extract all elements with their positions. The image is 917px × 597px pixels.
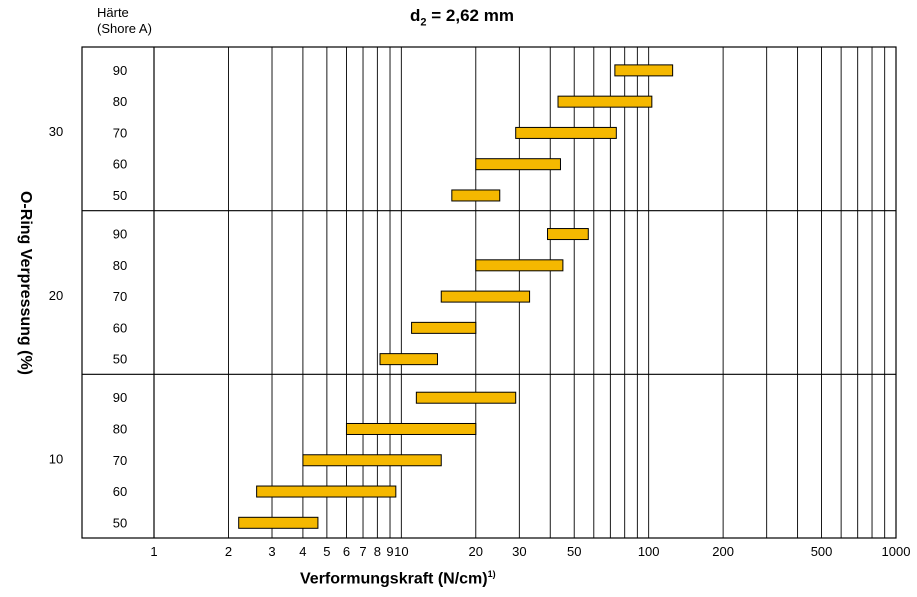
hardness-label-30-90: 90 bbox=[113, 63, 127, 78]
hardness-label-30-50: 50 bbox=[113, 188, 127, 203]
hardness-label-line2: (Shore A) bbox=[97, 21, 152, 36]
plot-border bbox=[81, 46, 897, 539]
x-tick-label-9: 9 bbox=[386, 544, 393, 559]
x-axis-label-footnote: 1) bbox=[487, 569, 496, 579]
x-tick-label-10: 10 bbox=[394, 544, 408, 559]
x-tick-label-3: 3 bbox=[268, 544, 275, 559]
hardness-label-30-70: 70 bbox=[113, 125, 127, 140]
bar-20-50 bbox=[379, 353, 438, 366]
hardness-column-label: Härte (Shore A) bbox=[97, 5, 152, 37]
bar-10-70 bbox=[302, 454, 442, 467]
bar-10-50 bbox=[238, 516, 319, 529]
hardness-label-20-90: 90 bbox=[113, 227, 127, 242]
hardness-label-20-60: 60 bbox=[113, 320, 127, 335]
chart-frame bbox=[81, 46, 897, 539]
x-tick-label-8: 8 bbox=[374, 544, 381, 559]
bar-10-90 bbox=[415, 391, 517, 404]
x-tick-label-7: 7 bbox=[359, 544, 366, 559]
bar-30-60 bbox=[475, 158, 561, 171]
hardness-label-30-80: 80 bbox=[113, 94, 127, 109]
hardness-label-10-50: 50 bbox=[113, 515, 127, 530]
x-tick-label-1: 1 bbox=[150, 544, 157, 559]
hardness-label-line1: Härte bbox=[97, 5, 129, 20]
bar-20-90 bbox=[547, 228, 589, 241]
x-tick-label-20: 20 bbox=[469, 544, 483, 559]
hardness-label-10-80: 80 bbox=[113, 421, 127, 436]
title-subscript: 2 bbox=[420, 16, 427, 29]
x-tick-label-200: 200 bbox=[712, 544, 734, 559]
x-tick-label-5: 5 bbox=[323, 544, 330, 559]
compression-label-30: 30 bbox=[49, 124, 63, 139]
x-axis-label: Verformungskraft (N/cm)1) bbox=[300, 569, 496, 588]
x-tick-label-2: 2 bbox=[225, 544, 232, 559]
x-axis-label-text: Verformungskraft (N/cm) bbox=[300, 570, 488, 588]
bar-10-60 bbox=[256, 485, 397, 498]
x-tick-label-4: 4 bbox=[299, 544, 306, 559]
title-rest: = 2,62 mm bbox=[426, 6, 514, 25]
bar-30-70 bbox=[515, 126, 617, 139]
bar-10-80 bbox=[345, 422, 477, 435]
y-axis-label-text: O-Ring Verpressung (%) bbox=[17, 190, 34, 376]
bar-20-60 bbox=[411, 321, 477, 334]
hardness-label-20-80: 80 bbox=[113, 258, 127, 273]
bar-30-80 bbox=[557, 95, 653, 108]
chart-title: d2 = 2,62 mm bbox=[410, 6, 514, 28]
hardness-label-10-70: 70 bbox=[113, 453, 127, 468]
x-tick-label-100: 100 bbox=[638, 544, 660, 559]
x-tick-label-6: 6 bbox=[343, 544, 350, 559]
bar-30-50 bbox=[451, 189, 501, 202]
hardness-label-20-70: 70 bbox=[113, 289, 127, 304]
compression-label-20: 20 bbox=[49, 288, 63, 303]
x-tick-label-30: 30 bbox=[512, 544, 526, 559]
bar-30-90 bbox=[614, 64, 674, 77]
compression-label-10: 10 bbox=[49, 451, 63, 466]
hardness-label-30-60: 60 bbox=[113, 157, 127, 172]
hardness-label-20-50: 50 bbox=[113, 352, 127, 367]
label-layer: 1 2 3 4 5 6 7 8 9 10 20 30 50 100 200 500 10003090807060… bbox=[49, 63, 911, 559]
x-tick-label-50: 50 bbox=[567, 544, 581, 559]
x-tick-label-1000: 1000 bbox=[882, 544, 911, 559]
title-prefix: d bbox=[410, 6, 421, 25]
x-tick-label-500: 500 bbox=[811, 544, 833, 559]
bar-20-80 bbox=[475, 259, 564, 272]
hardness-label-10-90: 90 bbox=[113, 390, 127, 405]
bar-20-70 bbox=[440, 290, 531, 303]
hardness-label-10-60: 60 bbox=[113, 484, 127, 499]
bar-layer bbox=[238, 64, 674, 529]
